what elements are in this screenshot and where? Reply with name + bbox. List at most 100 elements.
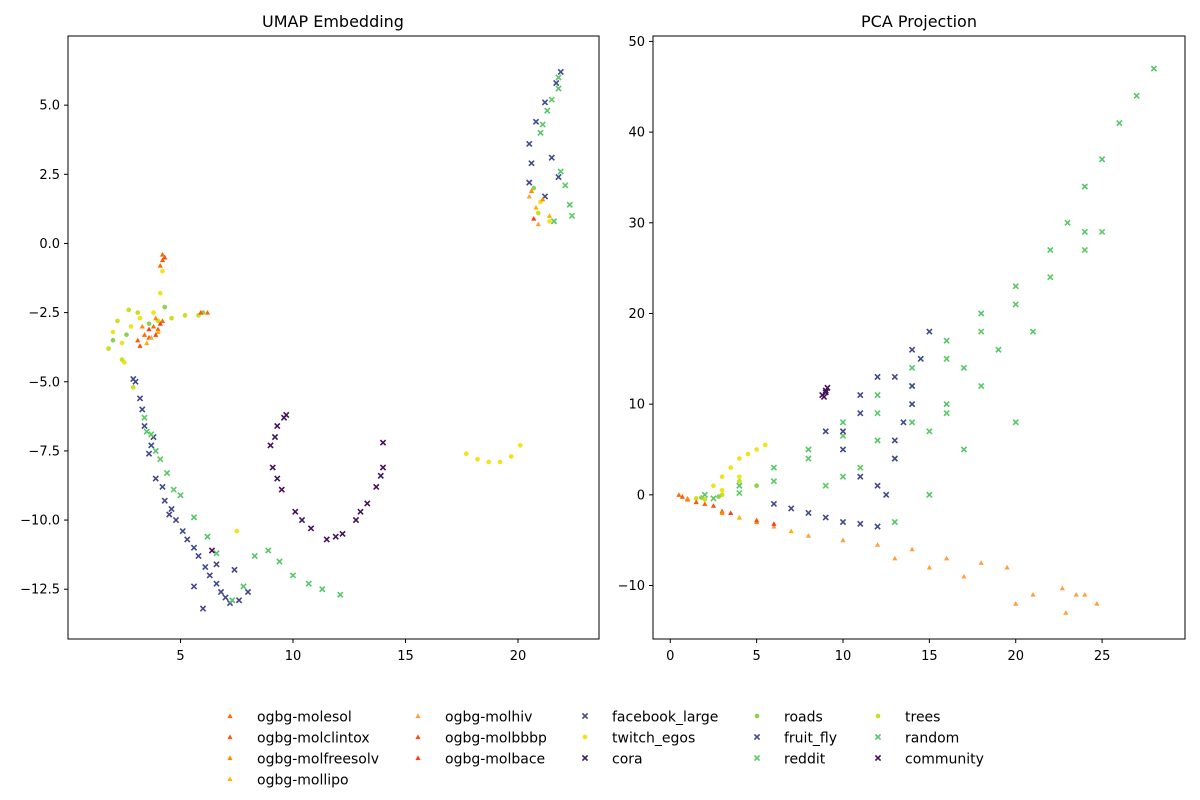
data-point xyxy=(136,395,144,402)
data-point xyxy=(754,517,760,523)
plot-frame xyxy=(67,35,600,640)
data-point xyxy=(699,495,704,500)
data-point xyxy=(1012,283,1019,290)
x-tick-label: 15 xyxy=(921,649,938,664)
data-point xyxy=(839,419,847,426)
data-point xyxy=(544,107,551,114)
legend-label: facebook_large xyxy=(612,710,718,726)
data-point xyxy=(553,79,560,87)
data-point xyxy=(162,254,168,260)
x-tick-label: 10 xyxy=(285,649,302,664)
data-point xyxy=(908,419,916,426)
data-point xyxy=(1081,183,1088,190)
data-point xyxy=(146,321,152,327)
data-point xyxy=(274,422,281,430)
data-point xyxy=(557,68,564,76)
data-point xyxy=(839,518,847,526)
series-ogbg-molhiv xyxy=(148,193,541,340)
legend-item: ogbg-molclintox xyxy=(227,731,370,747)
series-facebook_large xyxy=(130,375,252,612)
data-point xyxy=(754,483,759,489)
data-point xyxy=(1004,564,1010,570)
data-point xyxy=(1063,610,1069,615)
data-point xyxy=(891,437,898,444)
data-point xyxy=(900,419,907,426)
data-point xyxy=(319,586,326,593)
data-point xyxy=(550,218,558,225)
data-point xyxy=(148,431,155,438)
data-point xyxy=(533,204,539,210)
x-tick-label: 0 xyxy=(666,649,674,664)
data-point xyxy=(135,337,141,343)
y-tick-label: 0 xyxy=(637,488,645,503)
legend-item: ogbg-molesol xyxy=(227,710,352,726)
y-tick-label: 20 xyxy=(628,307,645,322)
data-point xyxy=(240,583,247,590)
data-point xyxy=(1082,591,1088,597)
data-point xyxy=(278,486,285,493)
data-point xyxy=(352,516,360,524)
umap-title: UMAP Embedding xyxy=(262,12,404,31)
series-ogbg-molesol xyxy=(141,251,211,337)
data-point xyxy=(145,450,153,457)
y-tick-label: 2.5 xyxy=(39,168,60,183)
data-point xyxy=(908,346,916,353)
data-point xyxy=(204,310,211,315)
legend-label: community xyxy=(905,752,984,768)
legend-marker xyxy=(227,734,233,740)
data-point xyxy=(736,489,743,497)
data-point xyxy=(1094,601,1100,606)
legend-item: facebook_large xyxy=(581,710,718,726)
legend: ogbg-molesol ogbg-molclintox ogbg-molfrees… xyxy=(227,710,984,789)
data-point xyxy=(891,455,898,462)
legend-item: cora xyxy=(581,752,643,768)
data-point xyxy=(1116,119,1123,127)
data-point xyxy=(244,588,252,596)
legend-label: trees xyxy=(905,710,940,726)
data-point xyxy=(568,212,576,219)
data-point xyxy=(106,346,111,351)
data-point xyxy=(1064,219,1071,226)
data-point xyxy=(159,257,166,263)
data-point xyxy=(839,446,847,453)
data-point xyxy=(857,520,864,528)
data-point xyxy=(978,328,985,335)
data-point xyxy=(152,475,159,482)
data-point xyxy=(274,475,281,482)
legend-label: random xyxy=(905,731,959,747)
data-point xyxy=(1012,301,1019,308)
data-point xyxy=(710,503,717,508)
data-point xyxy=(119,340,125,346)
data-point xyxy=(874,523,881,530)
series-fruit_fly xyxy=(132,68,564,601)
data-point xyxy=(155,326,161,332)
data-point xyxy=(168,505,175,513)
data-point xyxy=(307,525,315,532)
data-point xyxy=(160,268,165,274)
series-roads xyxy=(110,185,537,343)
y-tick-label: −5.0 xyxy=(28,375,60,390)
data-point xyxy=(679,494,685,499)
data-point xyxy=(157,290,163,296)
data-point xyxy=(1012,419,1019,426)
data-point xyxy=(944,555,950,561)
data-point xyxy=(172,516,180,524)
y-tick-label: 0.0 xyxy=(39,237,60,252)
data-point xyxy=(528,188,535,193)
data-point xyxy=(379,439,387,446)
data-point xyxy=(840,537,846,543)
legend-item: fruit_fly xyxy=(753,731,837,747)
x-tick-label: 5 xyxy=(176,649,184,664)
series-random xyxy=(143,85,573,604)
data-point xyxy=(770,500,778,508)
data-point xyxy=(737,456,742,461)
data-point xyxy=(475,456,480,462)
data-point xyxy=(1029,328,1037,335)
legend-marker xyxy=(582,734,588,740)
series-trees xyxy=(106,210,541,390)
data-point xyxy=(267,442,274,449)
data-point xyxy=(943,400,950,408)
data-point xyxy=(539,121,546,128)
data-point xyxy=(213,550,220,557)
data-point xyxy=(139,323,145,329)
